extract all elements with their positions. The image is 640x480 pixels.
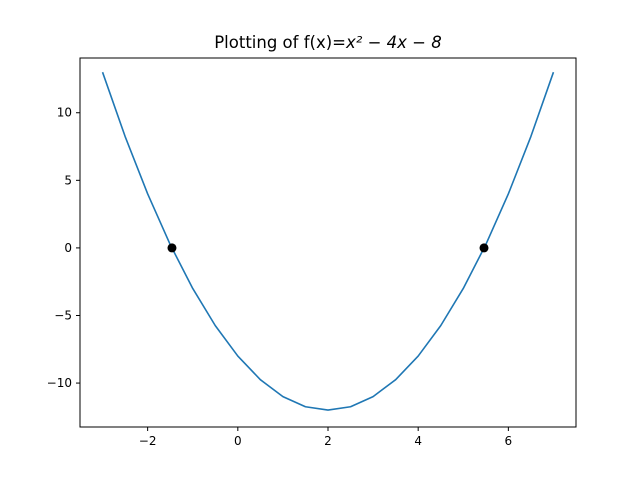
chart-title: Plotting of f(x)=x² − 4x − 8	[214, 33, 442, 52]
chart-title-prefix: Plotting of f(x)=	[214, 33, 346, 52]
x-tick-label-0: −2	[139, 434, 157, 448]
y-tick-label-2: 0	[64, 241, 72, 255]
root-point-0	[167, 243, 177, 253]
x-tick-label-4: 6	[505, 434, 513, 448]
x-tick-label-3: 4	[414, 434, 422, 448]
chart-title-math: x² − 4x − 8	[345, 33, 442, 52]
x-tick-label-2: 2	[324, 434, 332, 448]
x-tick-label-1: 0	[234, 434, 242, 448]
y-tick-label-0: 10	[57, 106, 72, 120]
axes-frame	[79, 57, 577, 428]
plot-area: −2 0 2 4 6 10 5 0 −5 −10	[47, 57, 577, 448]
root-point-1	[479, 243, 489, 253]
series-line-0	[101, 71, 555, 411]
y-tick-label-3: −5	[54, 308, 72, 322]
y-tick-label-4: −10	[47, 376, 72, 390]
y-tick-label-1: 5	[64, 173, 72, 187]
